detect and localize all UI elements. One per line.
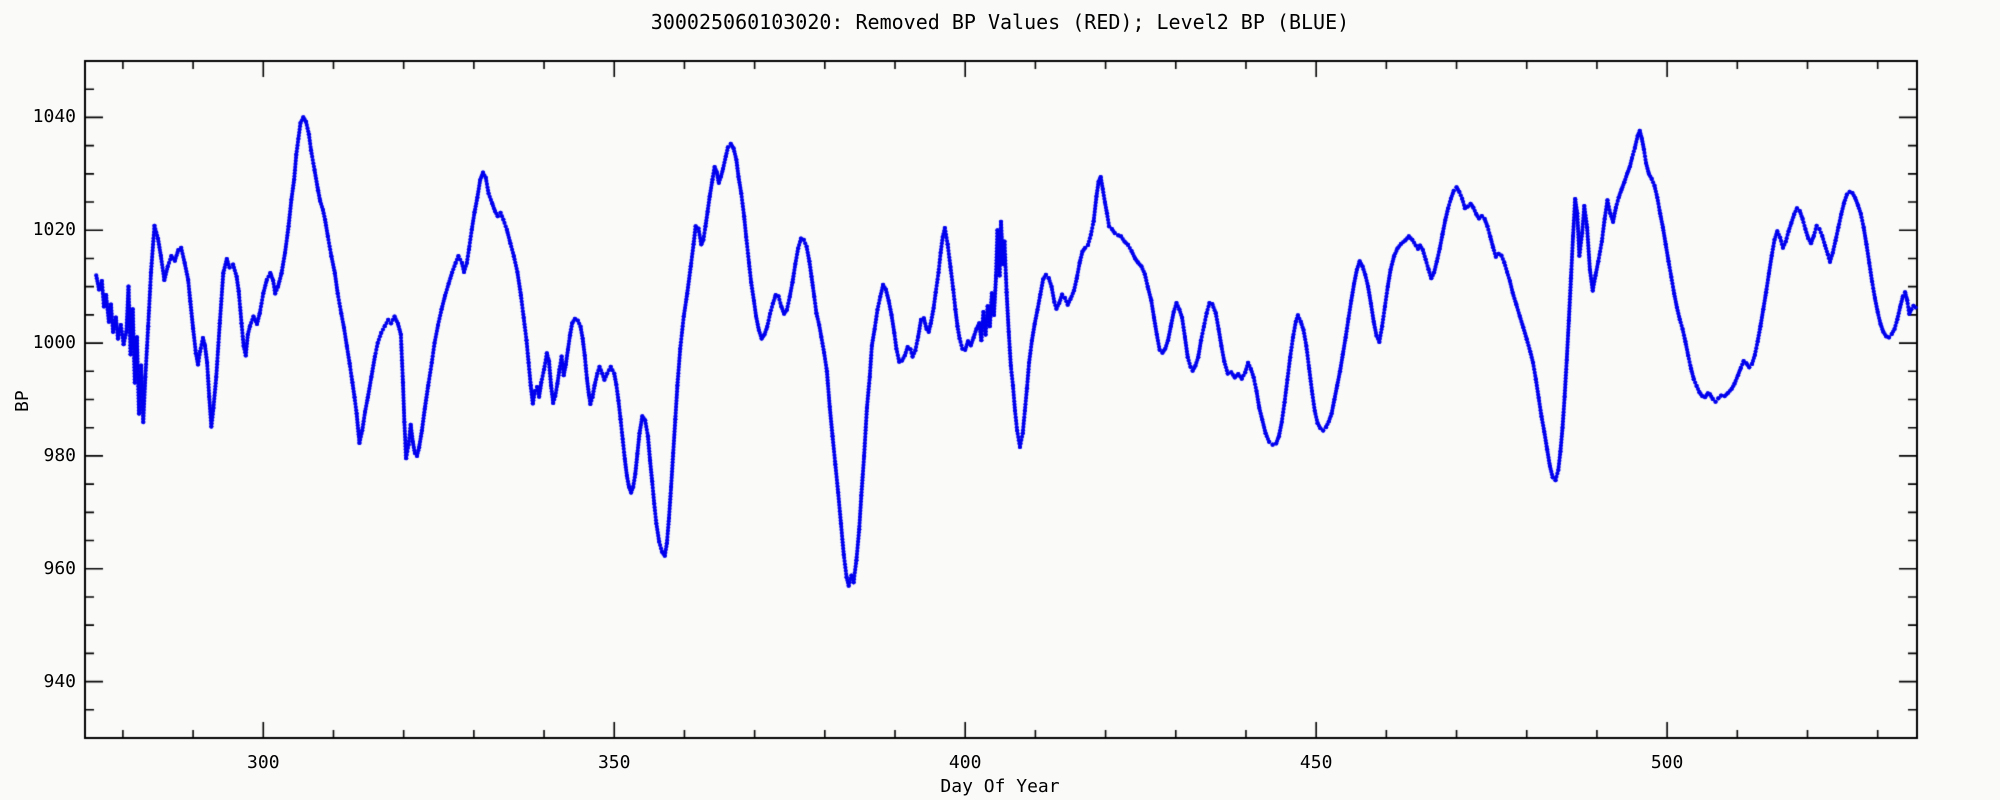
- y-tick-label: 1040: [32, 106, 76, 128]
- x-axis-label: Day Of Year: [940, 776, 1060, 797]
- y-tick-label: 960: [43, 557, 76, 579]
- x-tick-label: 400: [948, 752, 982, 773]
- y-axis-label: BP: [12, 390, 33, 412]
- x-tick-label: 500: [1650, 752, 1684, 773]
- x-tick-label: 450: [1299, 752, 1333, 773]
- y-tick-label: 980: [43, 444, 76, 466]
- y-tick-label: 940: [43, 670, 76, 692]
- y-tick-label: 1000: [32, 332, 76, 354]
- x-tick-label: 300: [247, 752, 280, 773]
- y-tick-label: 1020: [32, 219, 76, 241]
- chart-title: 300025060103020: Removed BP Values (RED)…: [650, 10, 1350, 34]
- x-tick-label: 350: [597, 752, 631, 773]
